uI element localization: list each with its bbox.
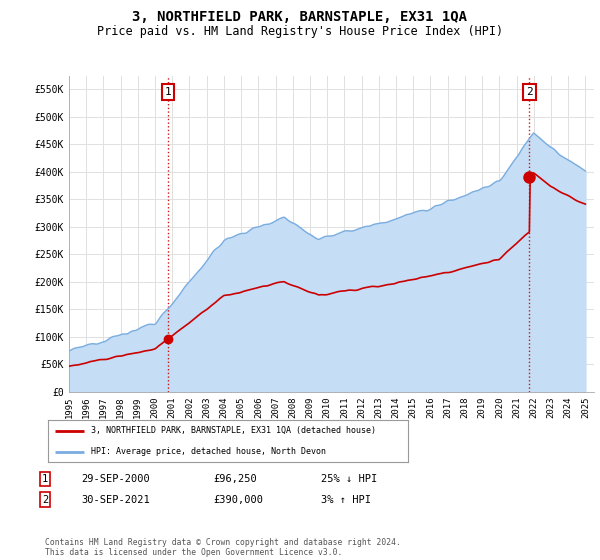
Text: 25% ↓ HPI: 25% ↓ HPI — [321, 474, 377, 484]
Text: Price paid vs. HM Land Registry's House Price Index (HPI): Price paid vs. HM Land Registry's House … — [97, 25, 503, 38]
Text: 1: 1 — [42, 474, 48, 484]
Text: HPI: Average price, detached house, North Devon: HPI: Average price, detached house, Nort… — [91, 447, 326, 456]
Text: 29-SEP-2000: 29-SEP-2000 — [81, 474, 150, 484]
Text: 2: 2 — [526, 87, 533, 97]
Text: £390,000: £390,000 — [213, 494, 263, 505]
Text: 3, NORTHFIELD PARK, BARNSTAPLE, EX31 1QA: 3, NORTHFIELD PARK, BARNSTAPLE, EX31 1QA — [133, 10, 467, 24]
Text: 2: 2 — [42, 494, 48, 505]
Text: 3% ↑ HPI: 3% ↑ HPI — [321, 494, 371, 505]
Text: Contains HM Land Registry data © Crown copyright and database right 2024.
This d: Contains HM Land Registry data © Crown c… — [45, 538, 401, 557]
Text: 3, NORTHFIELD PARK, BARNSTAPLE, EX31 1QA (detached house): 3, NORTHFIELD PARK, BARNSTAPLE, EX31 1QA… — [91, 426, 376, 435]
Text: 30-SEP-2021: 30-SEP-2021 — [81, 494, 150, 505]
Text: £96,250: £96,250 — [213, 474, 257, 484]
Text: 1: 1 — [164, 87, 172, 97]
